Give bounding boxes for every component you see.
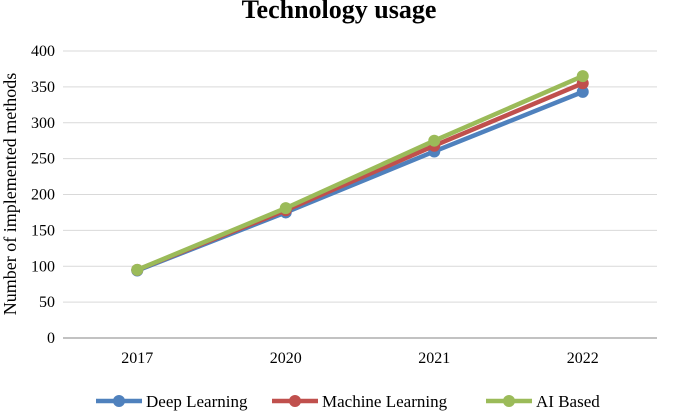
x-tick-label: 2021 [418,350,450,367]
y-axis-ticks: 0 50 100 150 200 250 300 350 400 [31,43,55,347]
x-tick-label: 2020 [270,350,302,367]
data-point [279,202,292,215]
series-lines [131,70,589,277]
data-point [428,134,441,147]
series-ai-based [131,70,589,276]
y-tick-label: 150 [31,222,55,239]
data-point [131,263,144,276]
y-tick-label: 400 [31,43,55,60]
legend-item: Machine Learning [272,392,448,411]
legend-swatch-marker [113,395,125,407]
legend-item: AI Based [486,392,600,411]
legend-swatch-marker [503,395,515,407]
series-line [136,74,584,272]
legend: Deep Learning Machine Learning AI Based [96,392,600,411]
gridlines [63,50,657,339]
data-point [576,70,589,83]
legend-label: AI Based [536,392,600,411]
chart-title: Technology usage [242,0,437,24]
legend-label: Machine Learning [322,392,448,411]
y-tick-label: 200 [31,187,55,204]
x-tick-label: 2022 [567,350,599,367]
y-tick-label: 100 [31,258,55,275]
y-tick-label: 350 [31,79,55,96]
legend-label: Deep Learning [146,392,248,411]
x-axis-ticks: 2017 2020 2021 2022 [121,350,599,367]
y-tick-label: 250 [31,151,55,168]
series-deep-learning [131,85,589,277]
legend-swatch-marker [289,395,301,407]
y-tick-label: 50 [39,294,55,311]
y-tick-label: 300 [31,115,55,132]
y-tick-label: 0 [47,330,55,347]
y-axis-label: Number of implemented methods [0,73,20,315]
x-tick-label: 2017 [121,350,153,367]
data-point [576,85,589,98]
legend-item: Deep Learning [96,392,248,411]
